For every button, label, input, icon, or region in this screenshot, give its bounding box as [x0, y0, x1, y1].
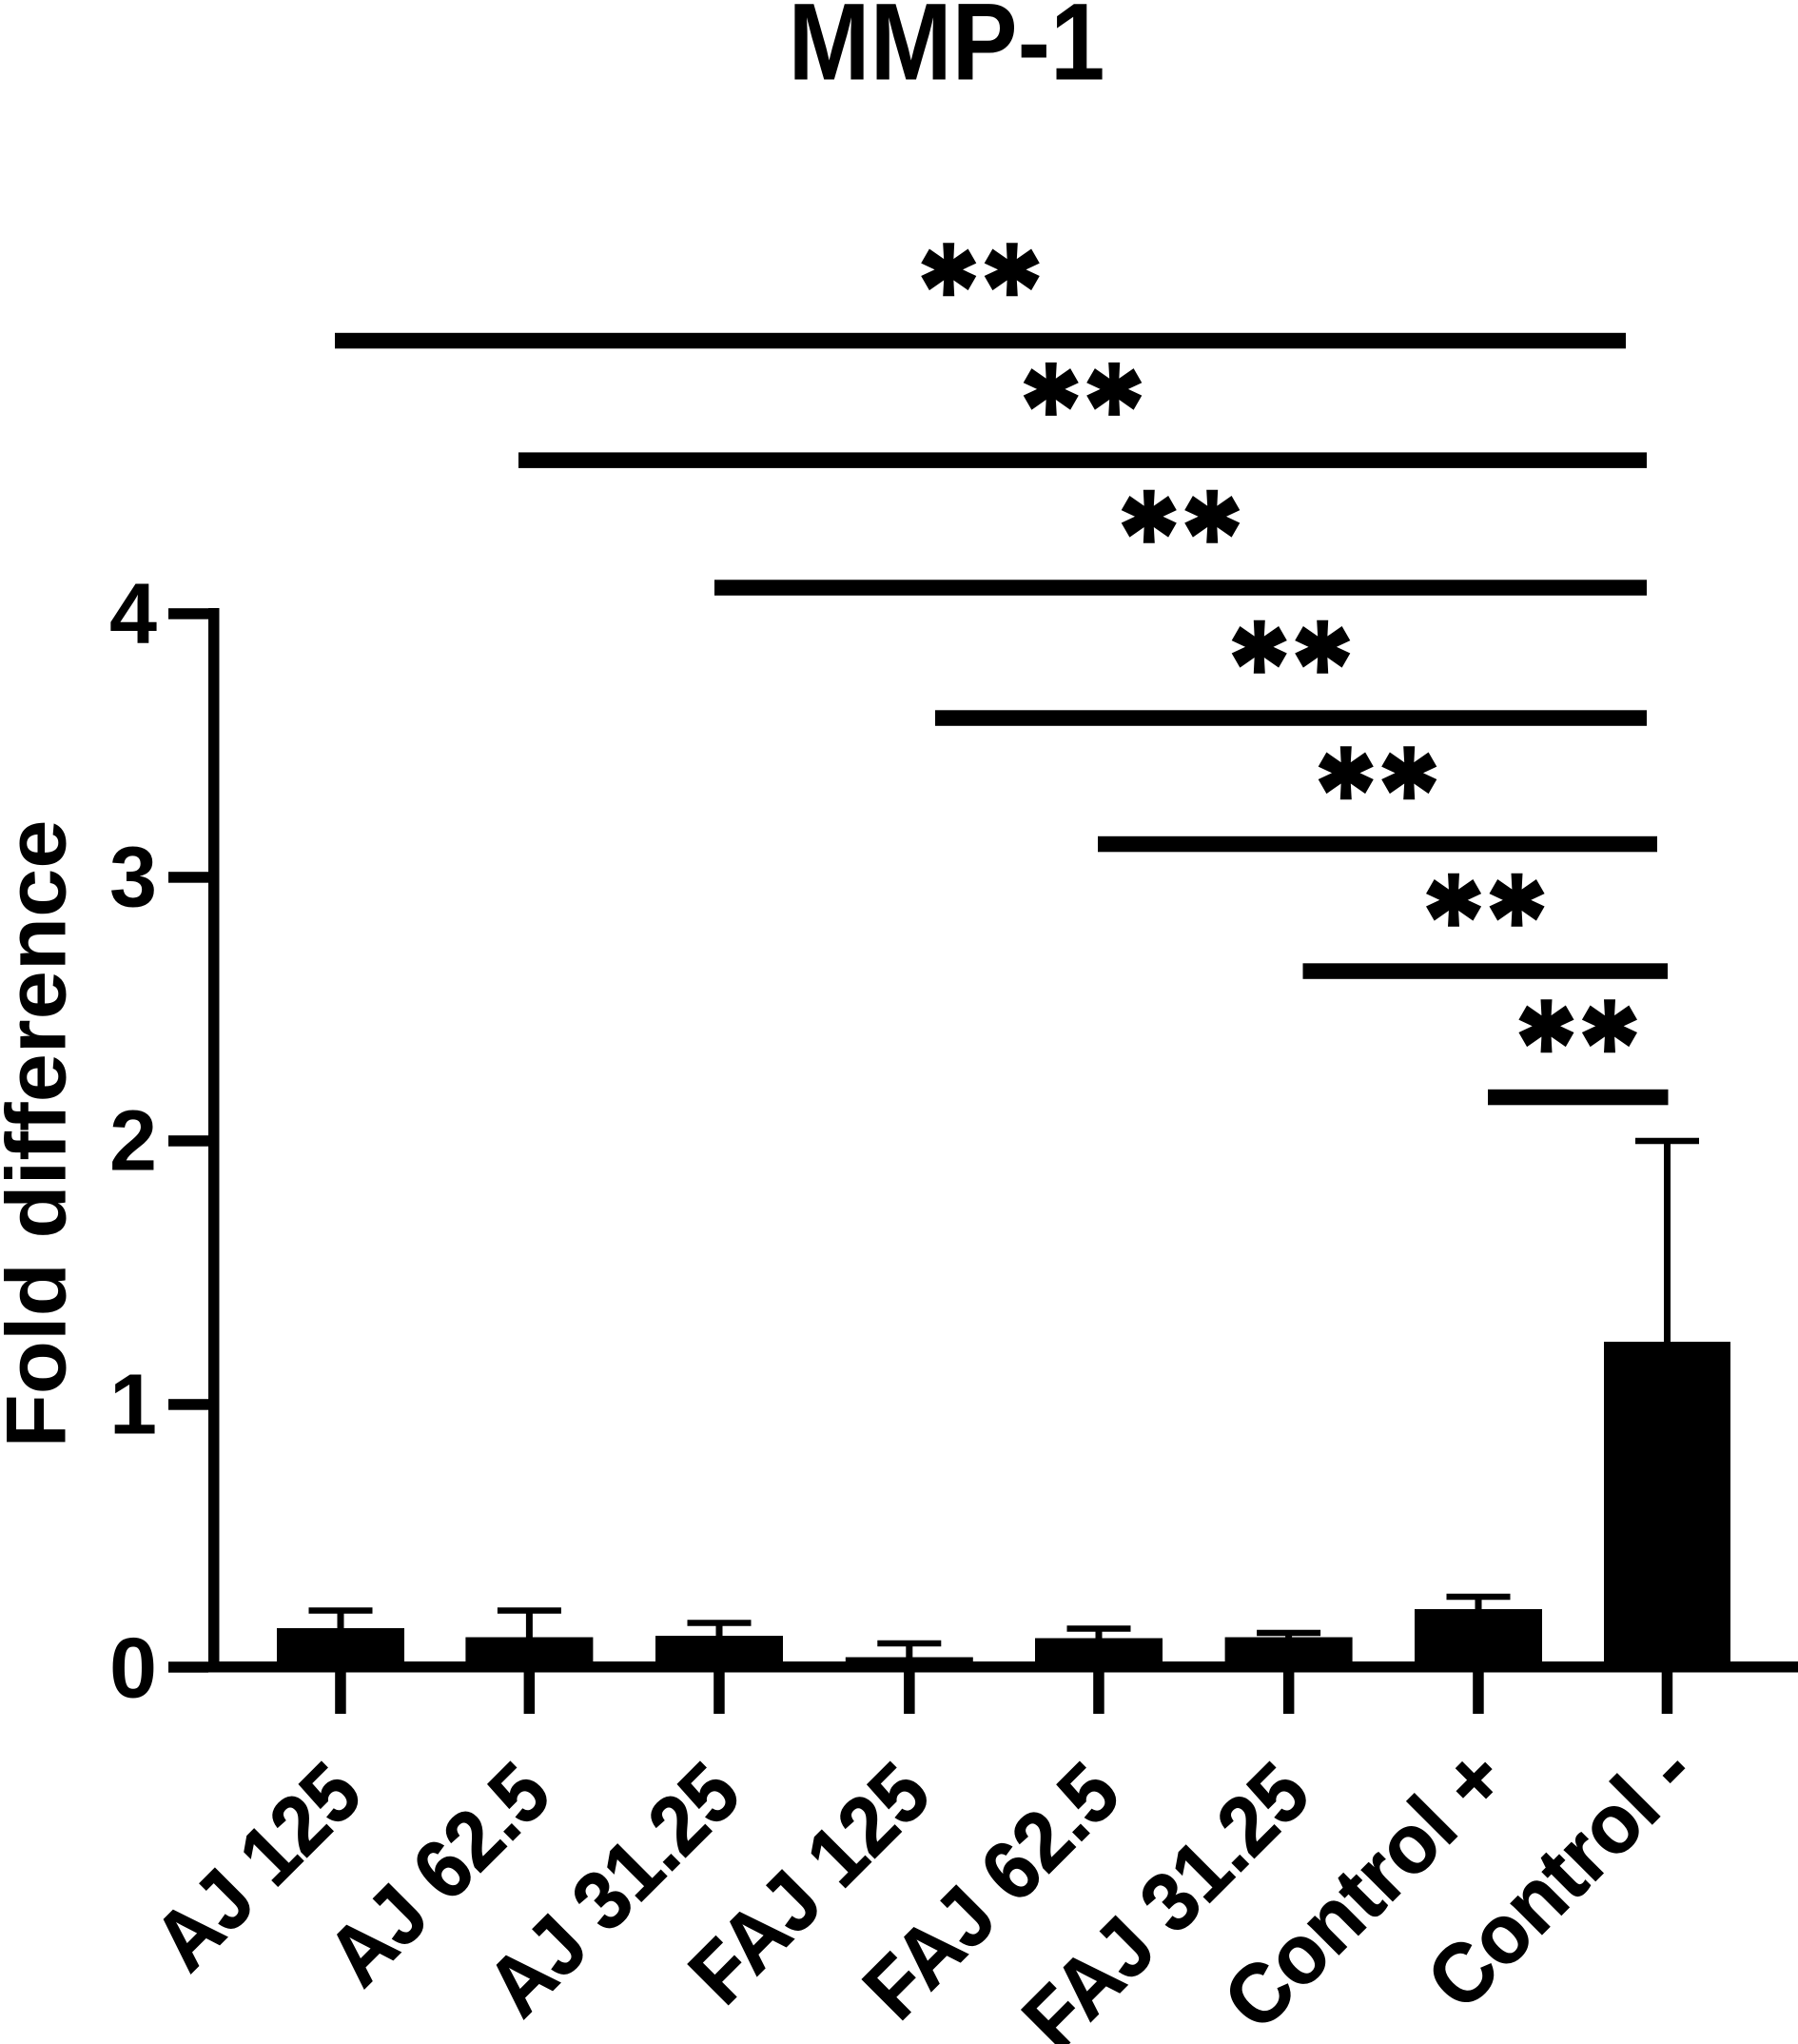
- svg-text:4: 4: [109, 567, 157, 662]
- svg-text:2: 2: [109, 1094, 157, 1189]
- svg-text:0: 0: [109, 1621, 157, 1717]
- svg-text:MMP-1: MMP-1: [789, 0, 1105, 104]
- svg-text:Fold difference: Fold difference: [0, 820, 84, 1448]
- svg-text:3: 3: [109, 831, 157, 926]
- svg-text:1: 1: [109, 1358, 157, 1453]
